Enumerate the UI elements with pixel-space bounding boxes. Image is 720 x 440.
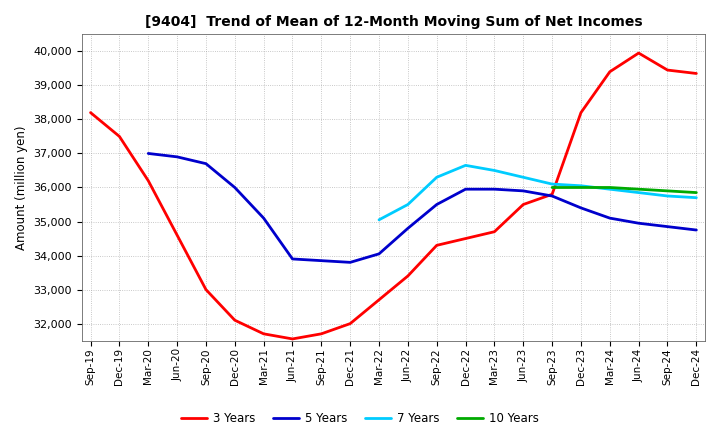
7 Years (634, 190, 643, 195)
3 Years (403, 273, 412, 279)
5 Years (317, 258, 325, 263)
5 Years (202, 161, 210, 166)
10 Years (634, 187, 643, 192)
3 Years (374, 297, 383, 302)
3 Years (86, 110, 95, 115)
3 Years (490, 229, 499, 235)
5 Years (663, 224, 672, 229)
5 Years (230, 185, 239, 190)
Legend: 3 Years, 5 Years, 7 Years, 10 Years: 3 Years, 5 Years, 7 Years, 10 Years (176, 407, 544, 430)
5 Years (403, 226, 412, 231)
7 Years (490, 168, 499, 173)
7 Years (403, 202, 412, 207)
5 Years (692, 227, 701, 233)
5 Years (374, 251, 383, 257)
3 Years (317, 331, 325, 337)
5 Years (433, 202, 441, 207)
10 Years (548, 185, 557, 190)
7 Years (548, 181, 557, 187)
Line: 10 Years: 10 Years (552, 187, 696, 193)
3 Years (230, 318, 239, 323)
5 Years (519, 188, 528, 194)
Y-axis label: Amount (million yen): Amount (million yen) (15, 125, 28, 250)
3 Years (346, 321, 354, 326)
7 Years (519, 175, 528, 180)
5 Years (346, 260, 354, 265)
3 Years (173, 232, 181, 238)
7 Years (433, 175, 441, 180)
Title: [9404]  Trend of Mean of 12-Month Moving Sum of Net Incomes: [9404] Trend of Mean of 12-Month Moving … (145, 15, 642, 29)
7 Years (462, 163, 470, 168)
3 Years (462, 236, 470, 241)
5 Years (548, 193, 557, 198)
7 Years (606, 187, 614, 192)
10 Years (577, 185, 585, 190)
3 Years (288, 336, 297, 341)
3 Years (663, 67, 672, 73)
7 Years (663, 193, 672, 198)
5 Years (462, 187, 470, 192)
5 Years (634, 220, 643, 226)
10 Years (663, 188, 672, 194)
3 Years (577, 110, 585, 115)
3 Years (259, 331, 268, 337)
3 Years (634, 51, 643, 56)
5 Years (144, 151, 153, 156)
7 Years (374, 217, 383, 223)
5 Years (173, 154, 181, 159)
3 Years (433, 243, 441, 248)
Line: 5 Years: 5 Years (148, 154, 696, 262)
3 Years (144, 178, 153, 183)
7 Years (692, 195, 701, 200)
5 Years (490, 187, 499, 192)
10 Years (692, 190, 701, 195)
3 Years (692, 71, 701, 76)
3 Years (115, 134, 124, 139)
Line: 7 Years: 7 Years (379, 165, 696, 220)
Line: 3 Years: 3 Years (91, 53, 696, 339)
5 Years (577, 205, 585, 211)
3 Years (548, 192, 557, 197)
7 Years (577, 183, 585, 188)
3 Years (519, 202, 528, 207)
3 Years (202, 287, 210, 292)
10 Years (606, 185, 614, 190)
5 Years (259, 216, 268, 221)
3 Years (606, 69, 614, 74)
5 Years (606, 216, 614, 221)
5 Years (288, 257, 297, 262)
